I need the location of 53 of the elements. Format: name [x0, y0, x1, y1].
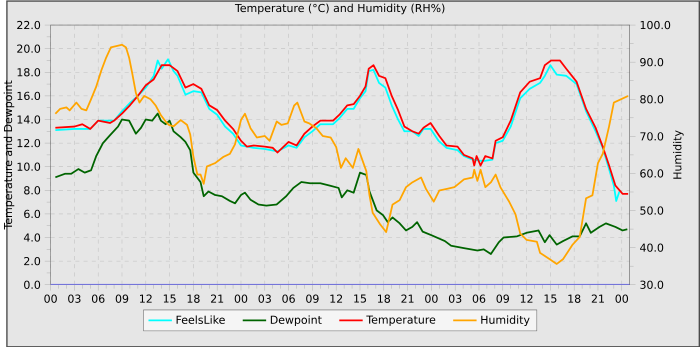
- x-tick-label: 12: [140, 294, 152, 302]
- y-tick-label: 18.0: [18, 68, 40, 76]
- x-tick-label: 00: [616, 294, 628, 303]
- y2-tick-label: 30.0: [640, 280, 664, 289]
- y2-tick-label: 80.0: [640, 94, 664, 104]
- x-tick-label: 18: [188, 294, 200, 303]
- x-tick-label: 06: [92, 294, 104, 303]
- y2-tick-label: 50.0: [640, 206, 664, 214]
- y-tick-label: 20.0: [17, 44, 40, 53]
- x-tick-label: 06: [472, 294, 486, 303]
- x-tick-label: 21: [401, 294, 414, 302]
- y2-tick-label: 60.0: [640, 169, 664, 178]
- y2-tick-label: 70.0: [640, 132, 664, 140]
- x-tick-label: 03: [68, 294, 81, 303]
- legend-label: Dewpoint: [270, 315, 322, 326]
- x-tick-label: 00: [44, 294, 57, 303]
- y-tick-label: 2.0: [24, 256, 40, 266]
- y2-axis-title: Humidity: [673, 130, 684, 178]
- y-tick-label: 16.0: [18, 91, 40, 100]
- y-tick-label: 6.0: [24, 210, 40, 218]
- x-tick-label: 03: [258, 294, 271, 303]
- legend-label: Humidity: [481, 315, 530, 326]
- x-tick-label: 15: [164, 294, 176, 302]
- x-tick-label: 00: [425, 294, 438, 303]
- x-tick-label: 21: [592, 294, 604, 302]
- y2-tick-label: 100.0: [640, 20, 670, 29]
- x-tick-label: 09: [496, 294, 509, 303]
- y-tick-label: 12.0: [18, 138, 40, 148]
- y-tick-label: 10.0: [18, 162, 40, 171]
- line-series: [54, 112, 628, 255]
- y2-tick-label: 90.0: [640, 58, 664, 66]
- x-tick-label: 12: [330, 294, 342, 302]
- x-tick-label: 09: [116, 294, 128, 303]
- legend-label: Temperature: [366, 315, 436, 326]
- y-tick-label: 8.0: [24, 186, 40, 194]
- y2-tick-label: 40.0: [640, 243, 664, 252]
- y-tick-label: 14.0: [18, 115, 40, 124]
- y-tick-label: 0.0: [24, 280, 40, 289]
- x-tick-label: 15: [544, 294, 556, 302]
- x-tick-label: 06: [282, 294, 295, 303]
- x-tick-label: 18: [378, 294, 390, 303]
- x-tick-label: 21: [211, 294, 224, 302]
- x-tick-label: 15: [354, 294, 366, 302]
- x-tick-label: 18: [568, 294, 580, 303]
- chart-title: Temperature (°C) and Humidity (RH%): [234, 3, 444, 14]
- x-tick-label: 12: [520, 294, 532, 302]
- x-tick-label: 03: [448, 294, 462, 303]
- x-tick-label: 00: [234, 294, 248, 303]
- x-tick-label: 09: [306, 294, 319, 303]
- y-tick-label: 22.0: [17, 20, 40, 29]
- legend-label: FeelsLike: [176, 315, 225, 324]
- y-tick-label: 4.0: [24, 233, 40, 242]
- y-axis-title: Temperature and Dewpoint: [4, 80, 14, 230]
